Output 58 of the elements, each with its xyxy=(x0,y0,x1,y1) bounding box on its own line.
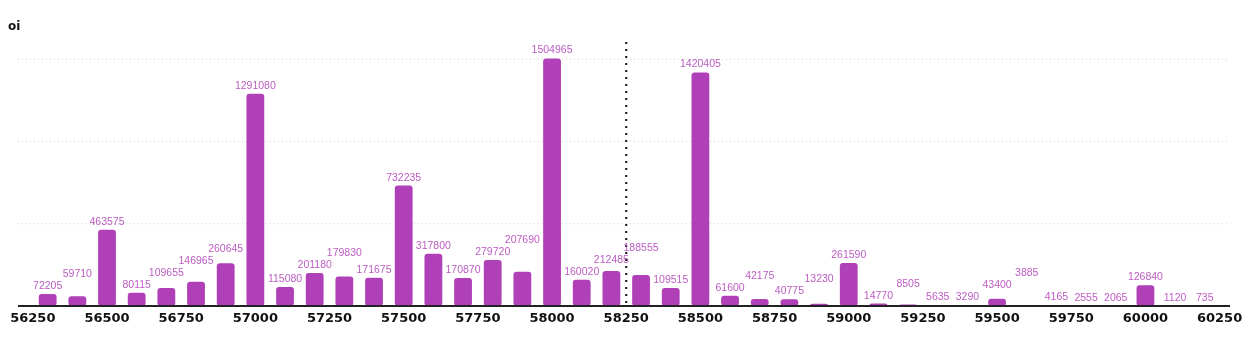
data-label: 188555 xyxy=(623,240,659,253)
data-label: 170870 xyxy=(445,262,481,275)
x-tick-label: 59250 xyxy=(900,310,946,325)
data-label: 261590 xyxy=(831,247,867,260)
data-label: 4165 xyxy=(1044,290,1069,303)
data-label: 3290 xyxy=(955,290,980,303)
data-label: 109515 xyxy=(653,272,689,285)
data-label: 2555 xyxy=(1074,290,1098,303)
x-tick-label: 60000 xyxy=(1122,310,1169,325)
x-tick-label: 59500 xyxy=(974,310,1020,325)
x-tick-label: 56250 xyxy=(10,310,56,325)
data-label: 260645 xyxy=(208,241,244,254)
data-label: 463575 xyxy=(89,214,125,227)
data-label: 3885 xyxy=(1015,266,1039,279)
x-tick-label: 58000 xyxy=(529,310,575,325)
data-label: 1120 xyxy=(1163,290,1187,303)
data-label: 14770 xyxy=(863,288,894,301)
x-tick-label: 57500 xyxy=(381,310,427,325)
data-label: 61600 xyxy=(715,280,745,293)
data-label: 42175 xyxy=(745,268,775,281)
x-tick-label: 57250 xyxy=(306,310,353,325)
data-label: 59710 xyxy=(62,267,93,280)
data-label: 279720 xyxy=(475,244,511,257)
x-tick-label: 59750 xyxy=(1048,310,1094,325)
x-tick-label: 56750 xyxy=(158,310,204,325)
data-label: 13230 xyxy=(804,272,834,285)
data-label: 43400 xyxy=(982,278,1012,291)
data-label: 1420405 xyxy=(679,57,721,70)
data-label: 201180 xyxy=(297,257,332,270)
data-label: 207690 xyxy=(504,232,541,245)
data-label: 5635 xyxy=(926,290,950,303)
chart-title: oi xyxy=(8,19,21,33)
x-tick-label: 59000 xyxy=(826,310,872,325)
data-label: 212485 xyxy=(593,252,630,265)
x-tick-label: 58750 xyxy=(751,310,798,325)
data-label: 40775 xyxy=(774,284,805,297)
data-label: 109655 xyxy=(148,265,185,278)
x-tick-label: 58250 xyxy=(603,310,649,325)
data-label: 179830 xyxy=(326,245,363,258)
data-label: 2065 xyxy=(1104,290,1128,303)
data-label: 72205 xyxy=(33,279,63,292)
data-label: 735 xyxy=(1196,290,1214,303)
data-label: 1291080 xyxy=(234,78,276,91)
x-tick-label: 57000 xyxy=(232,310,278,325)
data-label: 146965 xyxy=(178,253,214,266)
data-label: 171675 xyxy=(356,262,392,275)
data-label: 160020 xyxy=(564,264,600,277)
data-label: 1504965 xyxy=(531,43,573,56)
x-tick-label: 60250 xyxy=(1197,310,1243,325)
data-label: 126840 xyxy=(1127,270,1164,283)
x-tick-label: 57750 xyxy=(455,310,501,325)
x-tick-label: 58500 xyxy=(677,310,724,325)
data-label: 8505 xyxy=(896,276,920,289)
data-label: 317800 xyxy=(415,238,452,251)
data-label: 115080 xyxy=(267,272,303,285)
data-label: 732235 xyxy=(386,170,422,183)
data-label: 80115 xyxy=(122,277,152,290)
x-tick-label: 56500 xyxy=(84,310,130,325)
